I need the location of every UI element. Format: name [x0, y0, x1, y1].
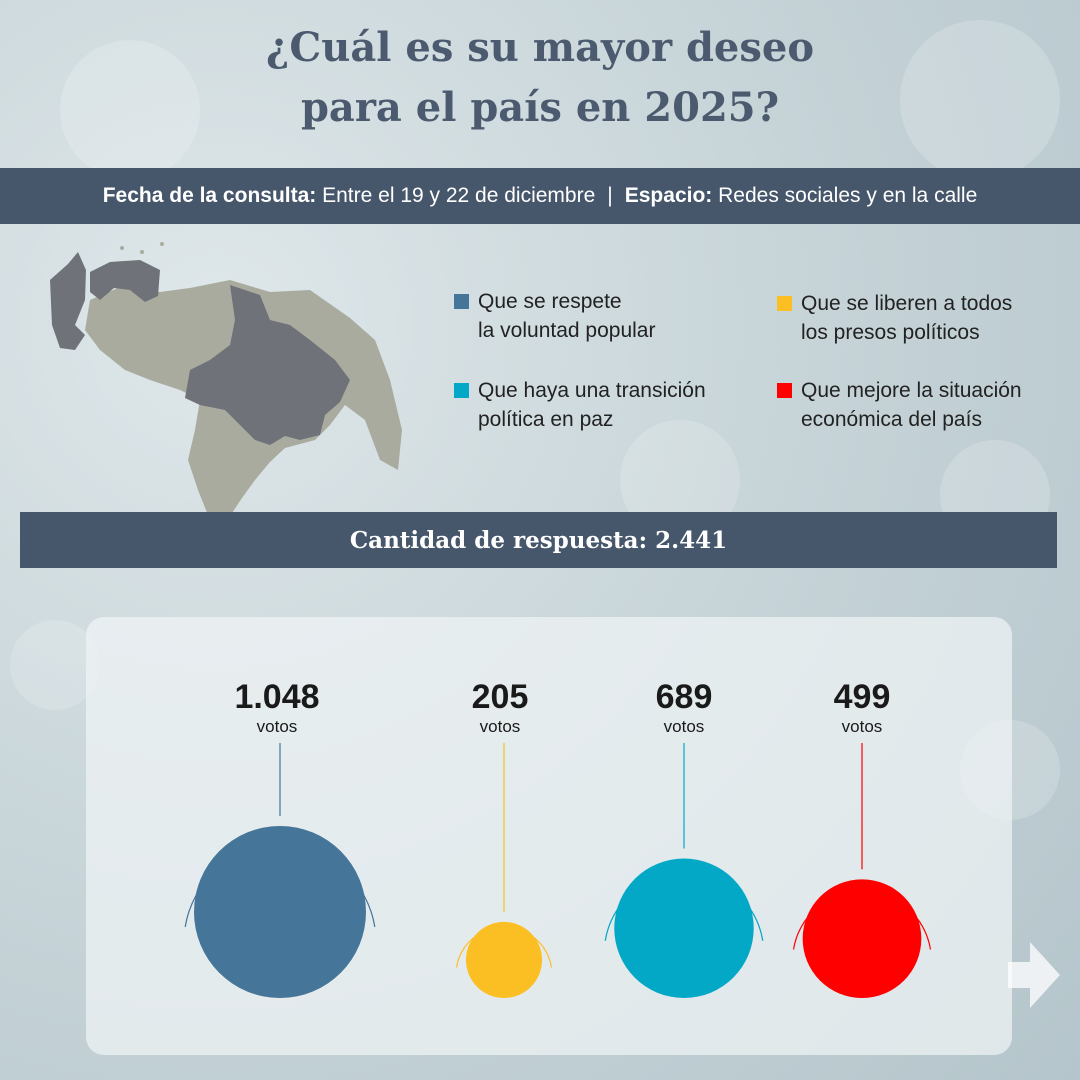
response-count-bar: Cantidad de respuesta: 2.441: [20, 512, 1057, 568]
legend-swatch-icon: [777, 296, 792, 311]
data-label-situacion-economica: 499: [833, 678, 891, 716]
info-bar: Fecha de la consulta: Entre el 19 y 22 d…: [0, 168, 1080, 224]
info-separator: |: [607, 184, 613, 207]
title-line-2: para el país en 2025?: [300, 84, 780, 131]
title-line-1: ¿Cuál es su mayor deseo: [265, 24, 815, 71]
legend-label-line-2: económica del país: [801, 408, 982, 431]
unit-label-voluntad-popular: votos: [256, 717, 298, 736]
legend-label-line-1: Que haya una transición: [478, 379, 706, 402]
legend-swatch-icon: [777, 383, 792, 398]
legend-item-presos-politicos: Que se liberen a todos los presos políti…: [777, 289, 1057, 347]
legend-label-line-2: los presos políticos: [801, 321, 980, 344]
legend-label-line-2: la voluntad popular: [478, 319, 656, 342]
bubble-situacion-economica: [802, 879, 922, 998]
bubble-transicion-politica: [614, 858, 754, 998]
legend-item-voluntad-popular: Que se respete la voluntad popular: [454, 287, 734, 345]
response-count-label: Cantidad de respuesta:: [349, 526, 648, 554]
legend-item-transicion-politica: Que haya una transición política en paz: [454, 376, 734, 434]
legend-label-line-1: Que se respete: [478, 290, 622, 313]
legend-label-line-1: Que se liberen a todos: [801, 292, 1013, 315]
unit-label-transicion-politica: votos: [663, 717, 705, 736]
bubble-presos-politicos: [465, 921, 543, 998]
date-label: Fecha de la consulta:: [102, 184, 317, 207]
arrow-right-icon: [1008, 942, 1060, 1008]
unit-label-situacion-economica: votos: [841, 717, 883, 736]
legend-swatch-icon: [454, 294, 469, 309]
legend-swatch-icon: [454, 383, 469, 398]
space-label: Espacio:: [624, 184, 713, 207]
data-label-transicion-politica: 689: [655, 678, 713, 716]
bubble-voluntad-popular: [194, 826, 366, 998]
unit-label-presos-politicos: votos: [479, 717, 521, 736]
data-label-voluntad-popular: 1.048: [234, 678, 320, 716]
data-label-presos-politicos: 205: [471, 678, 529, 716]
response-count-value: 2.441: [655, 526, 728, 554]
venezuela-map-icon: [50, 242, 402, 522]
legend-label-line-1: Que mejore la situación: [801, 379, 1022, 402]
space-value: Redes sociales y en la calle: [718, 184, 978, 207]
page-title: ¿Cuál es su mayor deseo para el país en …: [0, 18, 1080, 138]
legend-item-situacion-economica: Que mejore la situación económica del pa…: [777, 376, 1057, 434]
date-value: Entre el 19 y 22 de diciembre: [322, 184, 596, 207]
legend-label-line-2: política en paz: [478, 408, 614, 431]
